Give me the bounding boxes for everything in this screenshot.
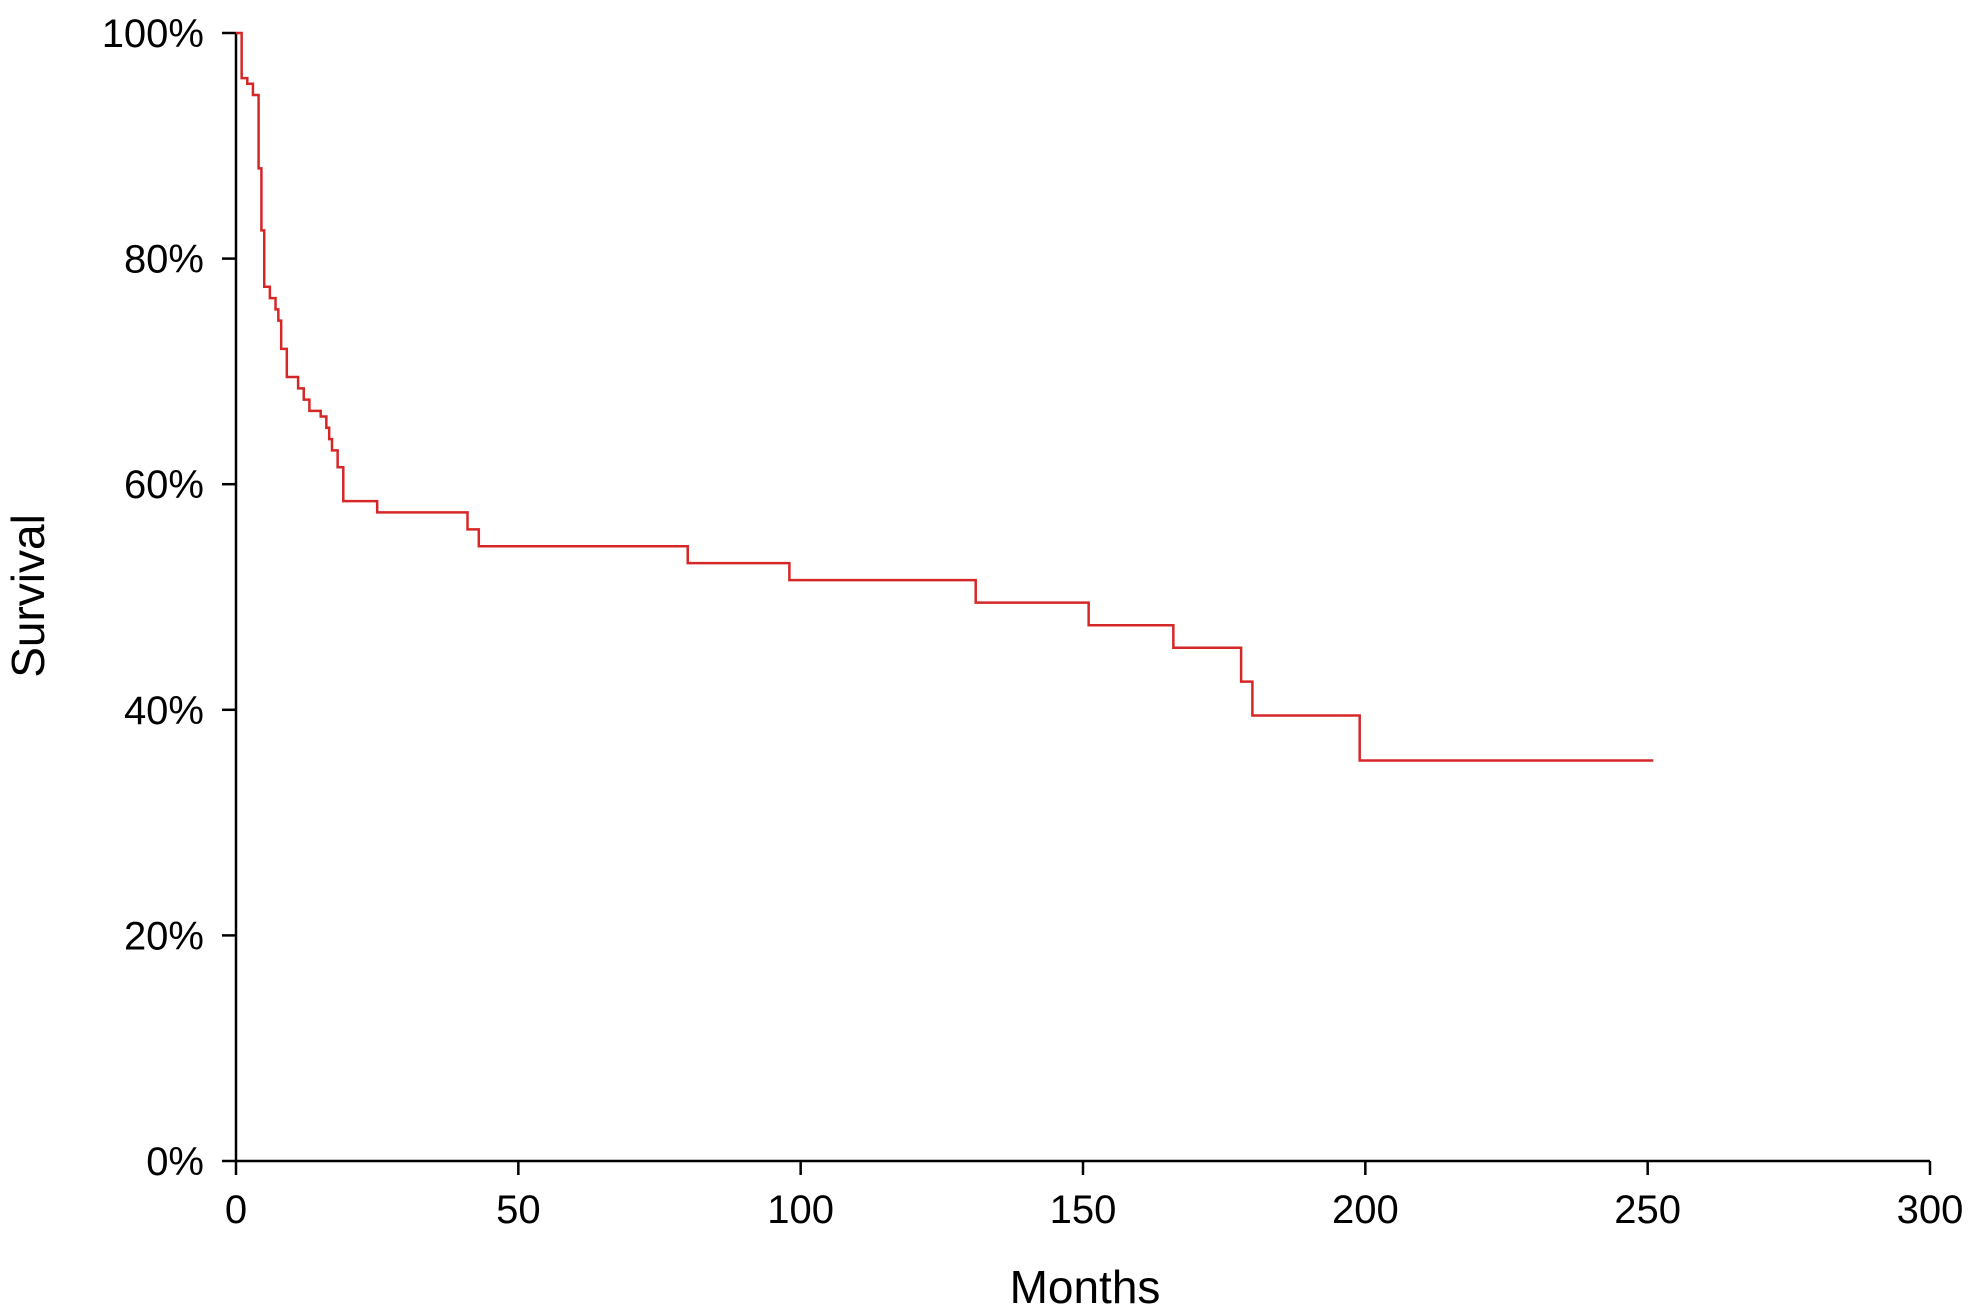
x-tick-label: 50 (496, 1188, 541, 1232)
x-tick-label: 150 (1050, 1188, 1117, 1232)
y-tick-label: 40% (124, 689, 204, 733)
x-tick-label: 250 (1614, 1188, 1681, 1232)
y-axis-title: Survival (2, 514, 54, 678)
x-tick-label: 300 (1897, 1188, 1964, 1232)
survival-curve (236, 31, 1654, 762)
y-tick-label: 0% (146, 1140, 204, 1184)
x-tick-label: 0 (225, 1188, 247, 1232)
y-tick-label: 20% (124, 914, 204, 958)
y-axis-ticks: 0% 20% 40% 60% 80% 100% (102, 12, 236, 1184)
x-axis-title: Months (1010, 1261, 1161, 1306)
series-layer (236, 31, 1654, 762)
x-tick-label: 100 (767, 1188, 834, 1232)
y-tick-label: 60% (124, 463, 204, 507)
x-axis-ticks: 0 50 100 150 200 250 300 (225, 1161, 1964, 1232)
x-tick-label: 200 (1332, 1188, 1399, 1232)
y-tick-label: 100% (102, 12, 204, 56)
y-tick-label: 80% (124, 238, 204, 282)
